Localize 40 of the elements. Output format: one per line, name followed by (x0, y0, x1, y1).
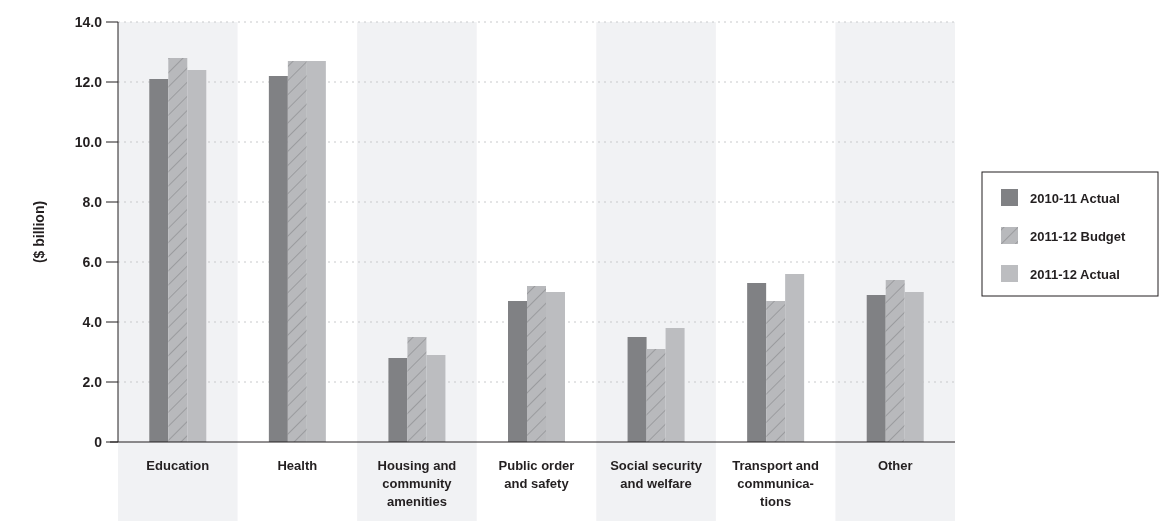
bar (388, 358, 408, 442)
y-tick-label: 10.0 (74, 133, 103, 150)
bar (747, 283, 767, 442)
bar (149, 79, 169, 442)
y-tick-label: 12.0 (74, 73, 103, 90)
bar (168, 58, 188, 442)
y-tick-label: 2.0 (82, 373, 103, 390)
bar (627, 337, 647, 442)
bar (306, 61, 326, 442)
bar (785, 274, 805, 442)
legend-label: 2011-12 Actual (1030, 266, 1120, 282)
legend-label: 2011-12 Budget (1030, 228, 1127, 244)
x-tick-label: Public order and safety (498, 458, 575, 491)
y-axis-title: ($ billion) (31, 200, 47, 264)
x-tick-label: Transport and communica-tions (732, 458, 820, 509)
x-tick-label: Social security and welfare (610, 458, 703, 491)
x-tick-label: Housing and community amenities (377, 458, 457, 509)
bar (646, 349, 666, 442)
y-tick-label: 0 (94, 433, 103, 450)
bar (426, 355, 446, 442)
y-tick-label: 4.0 (82, 313, 103, 330)
bar (866, 295, 886, 442)
x-tick-label: Other (877, 458, 913, 473)
bar (665, 328, 685, 442)
bar (546, 292, 565, 442)
y-tick-label: 6.0 (82, 253, 103, 270)
bar (407, 337, 427, 442)
x-tick-label: Education (146, 458, 210, 473)
bar (268, 76, 288, 442)
bar (527, 286, 546, 442)
bar (187, 70, 207, 442)
bar (904, 292, 924, 442)
bar (766, 301, 786, 442)
legend-label: 2010-11 Actual (1030, 190, 1120, 206)
bar (287, 61, 307, 442)
y-tick-label: 14.0 (74, 13, 103, 30)
bar (885, 280, 905, 442)
y-tick-label: 8.0 (82, 193, 103, 210)
bar (508, 301, 527, 442)
x-tick-label: Health (277, 458, 318, 473)
